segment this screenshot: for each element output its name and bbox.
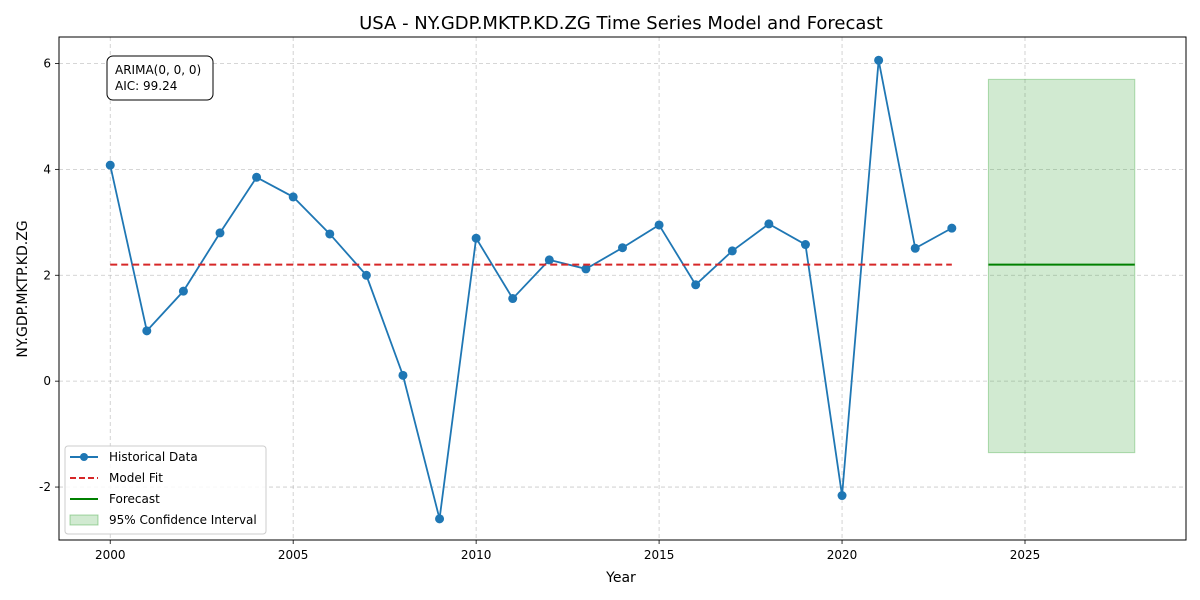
historical-line <box>109 60 953 520</box>
chart-title: USA - NY.GDP.MKTP.KD.ZG Time Series Mode… <box>359 13 883 34</box>
x-tick-label: 2020 <box>827 548 858 562</box>
y-axis-ticks: -2 0 2 4 6 <box>39 56 59 494</box>
historical-point <box>361 270 371 280</box>
historical-point <box>325 229 335 239</box>
x-tick-label: 2005 <box>278 548 309 562</box>
historical-point <box>508 294 518 304</box>
historical-point <box>178 286 188 296</box>
y-axis-label: NY.GDP.MKTP.KD.ZG <box>15 220 31 357</box>
grid-lines <box>59 37 1186 540</box>
y-tick-label: 0 <box>43 374 51 388</box>
x-tick-label: 2015 <box>644 548 675 562</box>
historical-point <box>910 243 920 253</box>
historical-point <box>435 514 445 524</box>
y-tick-label: -2 <box>39 480 51 494</box>
legend-marker-historical <box>80 453 88 461</box>
annotation-model: ARIMA(0, 0, 0) <box>115 63 201 77</box>
x-axis-ticks: 2000 2005 2010 2015 2020 2025 <box>95 540 1040 562</box>
historical-point <box>252 172 262 182</box>
annotation-aic: AIC: 99.24 <box>115 79 177 93</box>
historical-point <box>947 223 957 233</box>
historical-point <box>874 55 884 65</box>
historical-point <box>654 220 664 230</box>
historical-point <box>215 228 225 238</box>
x-tick-label: 2025 <box>1010 548 1041 562</box>
historical-point <box>837 491 847 501</box>
confidence-interval-band <box>987 78 1136 454</box>
historical-point <box>727 246 737 256</box>
legend-label-historical: Historical Data <box>109 450 198 464</box>
historical-point <box>105 160 115 170</box>
historical-point <box>288 192 298 202</box>
series-layer <box>105 55 1135 524</box>
annotation-box <box>106 55 214 101</box>
legend-swatch-confidence <box>69 514 99 526</box>
y-tick-label: 6 <box>43 56 51 70</box>
x-tick-label: 2000 <box>95 548 126 562</box>
historical-point <box>800 240 810 250</box>
x-axis-label: Year <box>605 570 636 586</box>
historical-point <box>471 233 481 243</box>
historical-point <box>581 264 591 274</box>
legend: Historical Data Model Fit Forecast 95% C… <box>64 445 267 535</box>
historical-point <box>764 219 774 229</box>
y-tick-label: 4 <box>43 162 51 176</box>
historical-point <box>142 326 152 336</box>
historical-point <box>691 280 701 290</box>
model-annotation: ARIMA(0, 0, 0) AIC: 99.24 <box>106 55 214 101</box>
y-tick-label: 2 <box>43 268 51 282</box>
legend-label-model-fit: Model Fit <box>109 471 163 485</box>
historical-point <box>398 370 408 380</box>
x-tick-label: 2010 <box>461 548 492 562</box>
historical-point <box>544 255 554 265</box>
confidence-band <box>987 78 1136 454</box>
historical-point <box>618 243 627 253</box>
legend-label-forecast: Forecast <box>109 492 160 506</box>
plot-frame <box>58 36 1187 541</box>
legend-label-confidence: 95% Confidence Interval <box>109 513 257 527</box>
legend-frame <box>64 445 267 535</box>
